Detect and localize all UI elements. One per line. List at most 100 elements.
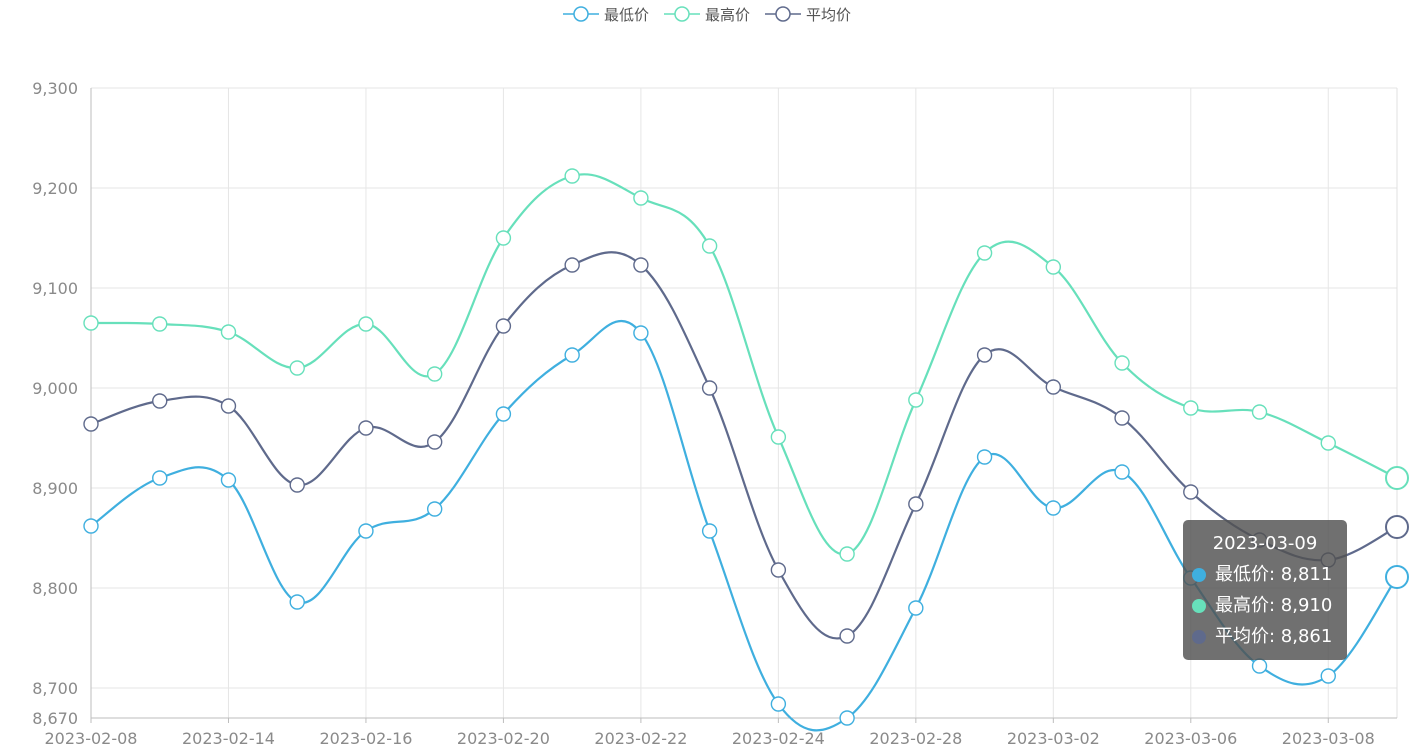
- data-point: [358, 523, 374, 539]
- y-tick-label: 9,100: [32, 279, 78, 298]
- series-dot-icon: [1192, 598, 1206, 613]
- data-point: [839, 710, 855, 726]
- data-point: [770, 429, 787, 445]
- x-tick-label: 2023-02-14: [182, 729, 275, 748]
- data-point: [152, 470, 168, 486]
- series-line-3: [90, 251, 1398, 640]
- data-point: [83, 518, 99, 534]
- data-point: [564, 347, 580, 363]
- data-point: [1045, 259, 1062, 275]
- legend-item-min[interactable]: 最低价: [562, 4, 649, 25]
- y-tick-label: 8,700: [32, 679, 78, 698]
- data-point: [152, 393, 168, 409]
- data-point: [701, 523, 718, 539]
- data-point: [564, 257, 580, 273]
- legend-item-avg[interactable]: 平均价: [764, 4, 851, 25]
- legend: 最低价 最高价 平均价: [0, 0, 1413, 28]
- data-point: [633, 325, 649, 341]
- data-point: [564, 168, 580, 184]
- y-tick-label: 8,900: [32, 479, 78, 498]
- series-dot-icon: [1192, 567, 1206, 582]
- data-point: [1385, 515, 1409, 539]
- data-point: [770, 562, 787, 578]
- data-point: [1114, 464, 1130, 480]
- y-tick-label: 9,200: [32, 179, 78, 198]
- tooltip-row-min: 最低价: 8,811: [1191, 559, 1339, 590]
- legend-marker-icon: [562, 6, 599, 22]
- data-point: [1045, 379, 1062, 395]
- data-point: [220, 324, 237, 340]
- x-tick-label: 2023-02-22: [594, 729, 687, 748]
- data-point: [495, 318, 512, 334]
- tooltip-title: 2023-03-09: [1212, 533, 1318, 554]
- data-point: [1045, 500, 1062, 516]
- data-point: [1183, 400, 1199, 416]
- data-point: [426, 366, 443, 382]
- legend-label: 平均价: [806, 5, 852, 24]
- data-point: [152, 316, 168, 332]
- y-tick-label: 8,800: [32, 579, 78, 598]
- x-tick-label: 2023-02-24: [732, 729, 825, 748]
- data-point: [908, 600, 924, 616]
- data-point: [83, 315, 99, 331]
- tick-labels: 8,670 8,700 8,800 8,900 9,000 9,100 9,200 9,300…: [32, 79, 1375, 748]
- legend-marker-icon: [663, 6, 700, 22]
- series: [83, 168, 1409, 732]
- tooltip-row-avg: 平均价: 8,861: [1191, 621, 1339, 652]
- data-point: [1183, 484, 1199, 500]
- data-point: [976, 347, 993, 363]
- series-dot-icon: [1192, 629, 1206, 644]
- legend-item-max[interactable]: 最高价: [663, 4, 750, 25]
- data-point: [495, 230, 512, 246]
- legend-marker-icon: [765, 6, 801, 22]
- data-point: [495, 406, 512, 422]
- y-tick-label: 8,670: [32, 709, 78, 728]
- data-point: [1114, 410, 1130, 426]
- data-point: [908, 392, 924, 408]
- data-point: [633, 257, 649, 273]
- tooltip: 2023-03-09 最低价: 8,811 最高价: 8,910 平均价: 8,…: [1183, 520, 1347, 660]
- x-tick-label: 2023-02-16: [319, 729, 412, 748]
- data-point: [289, 360, 305, 376]
- series-line-2: [90, 173, 1398, 556]
- data-point: [1251, 404, 1268, 420]
- x-tick-label: 2023-03-08: [1282, 729, 1375, 748]
- x-tick-label: 2023-03-06: [1144, 729, 1237, 748]
- tooltip-row-max: 最高价: 8,910: [1191, 590, 1339, 621]
- data-point: [1251, 658, 1268, 674]
- tooltip-value: 最低价: 8,811: [1215, 564, 1333, 585]
- x-tick-label: 2023-03-02: [1007, 729, 1100, 748]
- y-tick-label: 9,000: [32, 379, 78, 398]
- data-point: [1320, 668, 1336, 684]
- data-point: [770, 696, 787, 712]
- data-point: [976, 449, 993, 465]
- data-point: [839, 628, 855, 644]
- data-point: [426, 434, 443, 450]
- data-point: [1385, 466, 1409, 490]
- data-point: [289, 594, 305, 610]
- data-point: [839, 546, 855, 562]
- data-point: [220, 472, 237, 488]
- data-point: [701, 238, 718, 254]
- data-point: [289, 477, 305, 493]
- series-line-1: [90, 319, 1398, 732]
- data-point: [1320, 435, 1336, 451]
- data-point: [83, 416, 99, 432]
- legend-label: 最低价: [603, 5, 649, 24]
- data-point: [976, 245, 993, 261]
- axes: [90, 88, 1398, 723]
- data-point: [358, 420, 374, 436]
- x-tick-label: 2023-02-28: [869, 729, 962, 748]
- data-point: [1385, 565, 1409, 589]
- data-point: [426, 501, 443, 517]
- legend-label: 最高价: [704, 5, 750, 24]
- data-point: [633, 190, 649, 206]
- y-tick-label: 9,300: [32, 79, 78, 98]
- tooltip-value: 最高价: 8,910: [1215, 595, 1333, 616]
- x-tick-label: 2023-02-20: [457, 729, 550, 748]
- data-point: [220, 398, 237, 414]
- data-point: [908, 496, 924, 512]
- x-tick-label: 2023-02-08: [45, 729, 138, 748]
- data-point: [1114, 355, 1130, 371]
- tooltip-value: 平均价: 8,861: [1215, 626, 1333, 647]
